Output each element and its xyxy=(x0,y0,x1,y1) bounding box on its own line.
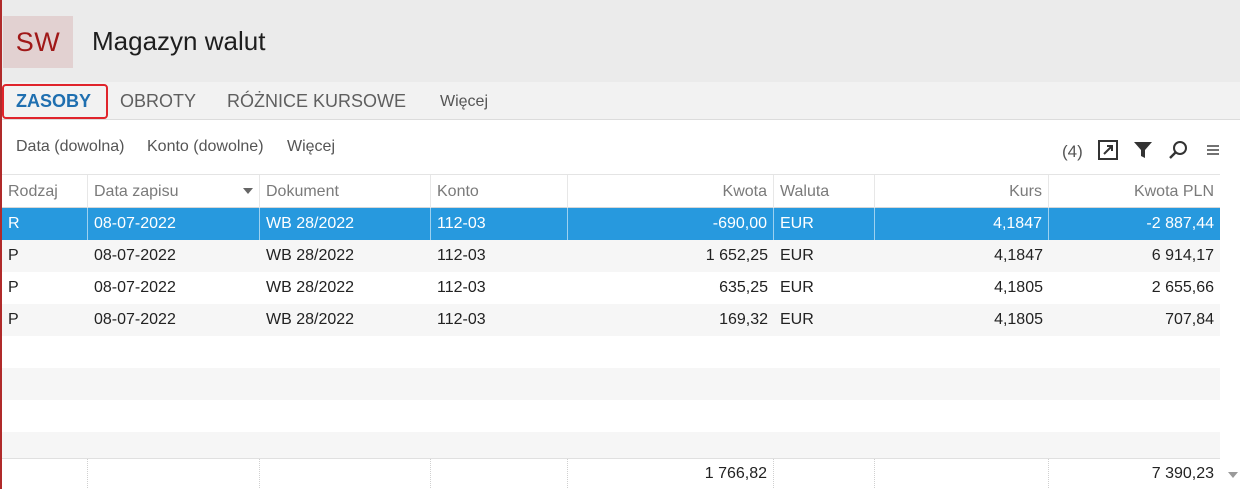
active-tab-highlight xyxy=(2,84,108,119)
expand-icon[interactable] xyxy=(1097,139,1119,161)
cell-kwota-pln: -2 887,44 xyxy=(1146,215,1214,232)
cell-data-zapisu: 08-07-2022 xyxy=(94,311,176,328)
filter-icon[interactable] xyxy=(1132,139,1154,161)
total-kwota: 1 766,82 xyxy=(568,459,774,489)
empty-row xyxy=(2,400,1220,432)
total-cell-empty xyxy=(2,459,88,489)
table-row[interactable]: R 08-07-2022 WB 28/2022 112-03 -690,00 EUR 4,1… xyxy=(2,208,1220,240)
cell-kurs: 4,1805 xyxy=(994,279,1043,296)
cell-waluta: EUR xyxy=(780,279,814,296)
cell-data-zapisu: 08-07-2022 xyxy=(94,247,176,264)
cell-konto: 112-03 xyxy=(431,208,568,240)
table-row[interactable]: P 08-07-2022 WB 28/2022 112-03 1 652,25 EUR 4,… xyxy=(2,240,1220,272)
cell-waluta: EUR xyxy=(774,208,875,240)
table-row[interactable]: P 08-07-2022 WB 28/2022 112-03 169,32 EUR 4,18… xyxy=(2,304,1220,336)
column-header-rodzaj[interactable]: Rodzaj xyxy=(2,175,88,208)
cell-data-zapisu: 08-07-2022 xyxy=(88,208,260,240)
cell-waluta: EUR xyxy=(780,311,814,328)
cell-kwota: 1 652,25 xyxy=(705,247,768,264)
cell-kwota: 169,32 xyxy=(719,311,768,328)
cell-waluta: EUR xyxy=(780,247,814,264)
app-logo: SW xyxy=(3,16,73,68)
column-header-konto[interactable]: Konto xyxy=(431,175,568,208)
column-header-waluta[interactable]: Waluta xyxy=(774,175,875,208)
cell-dokument: WB 28/2022 xyxy=(260,208,431,240)
tab-bar: ZASOBY OBROTY RÓŻNICE KURSOWE Więcej xyxy=(2,82,1240,120)
scroll-down-icon[interactable] xyxy=(1228,472,1238,478)
cell-konto: 112-03 xyxy=(437,247,486,264)
column-header-kwota[interactable]: Kwota xyxy=(568,175,774,208)
cell-dokument: WB 28/2022 xyxy=(266,247,355,264)
total-cell-empty xyxy=(88,459,260,489)
more-filters[interactable]: Więcej xyxy=(287,138,336,155)
cell-konto: 112-03 xyxy=(437,311,486,328)
cell-kurs: 4,1847 xyxy=(994,247,1043,264)
record-count: (4) xyxy=(1062,142,1083,161)
column-header-kwota-pln[interactable]: Kwota PLN xyxy=(1133,183,1214,200)
tab-roznice-kursowe[interactable]: RÓŻNICE KURSOWE xyxy=(227,91,407,111)
cell-data-zapisu: 08-07-2022 xyxy=(94,279,176,296)
empty-row xyxy=(2,368,1220,400)
cell-dokument: WB 28/2022 xyxy=(266,311,355,328)
cell-kurs: 4,1805 xyxy=(994,311,1043,328)
column-header-kurs[interactable]: Kurs xyxy=(875,175,1049,208)
tab-more[interactable]: Więcej xyxy=(440,93,489,110)
page-title: Magazyn walut xyxy=(92,26,266,56)
cell-rodzaj: R xyxy=(2,208,88,240)
cell-rodzaj: P xyxy=(8,247,19,264)
tab-obroty[interactable]: OBROTY xyxy=(120,91,197,111)
date-filter[interactable]: Data (dowolna) xyxy=(16,138,125,155)
app-header: SW Magazyn walut xyxy=(2,0,1240,82)
data-grid: Rodzaj Data zapisu Dokument Konto Kwota … xyxy=(2,174,1220,464)
sort-descending-icon xyxy=(243,188,253,194)
empty-row xyxy=(2,336,1220,368)
cell-kwota-pln: 6 914,17 xyxy=(1151,247,1214,264)
cell-rodzaj: P xyxy=(8,279,19,296)
total-cell-empty xyxy=(875,459,1049,489)
total-cell-empty xyxy=(431,459,568,489)
table-row[interactable]: P 08-07-2022 WB 28/2022 112-03 635,25 EUR 4,18… xyxy=(2,272,1220,304)
total-kwota-pln: 7 390,23 xyxy=(1151,465,1214,482)
total-cell-empty xyxy=(260,459,431,489)
cell-konto: 112-03 xyxy=(437,279,486,296)
cell-kwota: 635,25 xyxy=(719,279,768,296)
cell-rodzaj: P xyxy=(8,311,19,328)
cell-dokument: WB 28/2022 xyxy=(266,279,355,296)
column-header-data-zapisu[interactable]: Data zapisu xyxy=(88,175,260,208)
cell-kwota: -690,00 xyxy=(568,208,774,240)
cell-kurs: 4,1847 xyxy=(875,208,1049,240)
filter-bar: Data (dowolna) Konto (dowolne) Więcej (4… xyxy=(2,121,1240,173)
tab-zasoby[interactable]: ZASOBY xyxy=(16,91,92,111)
cell-kwota-pln: 2 655,66 xyxy=(1151,279,1214,296)
account-filter[interactable]: Konto (dowolne) xyxy=(147,138,264,155)
grid-header: Rodzaj Data zapisu Dokument Konto Kwota … xyxy=(2,174,1220,208)
column-header-label: Data zapisu xyxy=(94,183,179,200)
cell-kwota-pln: 707,84 xyxy=(1165,311,1214,328)
totals-row: 1 766,82 7 390,23 xyxy=(2,458,1220,489)
menu-icon[interactable] xyxy=(1205,139,1227,161)
grid-body: R 08-07-2022 WB 28/2022 112-03 -690,00 EUR 4,1… xyxy=(2,208,1220,464)
total-cell-empty xyxy=(774,459,875,489)
search-icon[interactable] xyxy=(1167,139,1189,161)
column-header-dokument[interactable]: Dokument xyxy=(260,175,431,208)
